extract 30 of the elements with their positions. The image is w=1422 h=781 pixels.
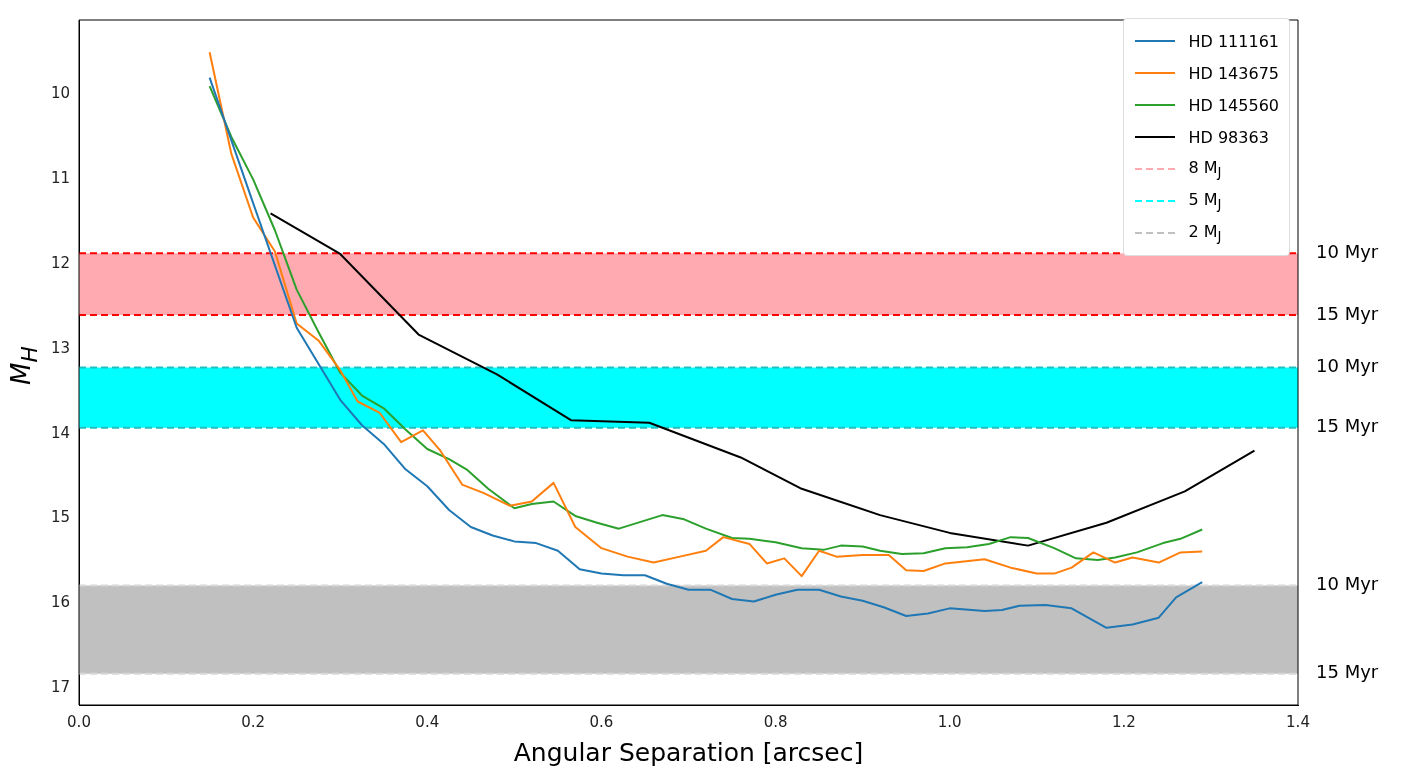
y-tick-label: 12 bbox=[50, 254, 70, 273]
y-tick-label: 16 bbox=[50, 593, 70, 612]
x-tick-label: 0.2 bbox=[241, 712, 266, 731]
ref-line-label: 10 Myr bbox=[1316, 240, 1379, 262]
legend-label: 8 M$_{J}$ bbox=[1188, 157, 1222, 181]
legend-label: HD 145560 bbox=[1188, 95, 1279, 115]
x-tick-label: 0.8 bbox=[763, 712, 788, 731]
ref-line-label: 15 Myr bbox=[1316, 661, 1379, 683]
x-tick-label: 0.0 bbox=[67, 712, 91, 731]
legend-label: 5 M$_{J}$ bbox=[1188, 189, 1222, 213]
x-tick-label: 0.6 bbox=[589, 712, 614, 731]
ref-line-label: 10 Myr bbox=[1316, 573, 1379, 595]
y-tick-label: 11 bbox=[50, 169, 70, 188]
legend-label: 2 M$_{J}$ bbox=[1188, 221, 1222, 245]
ref-line-label: 15 Myr bbox=[1316, 415, 1379, 437]
ref-line-label: 15 Myr bbox=[1316, 302, 1379, 324]
y-tick-label: 17 bbox=[50, 677, 70, 696]
legend-label: HD 143675 bbox=[1188, 63, 1279, 83]
x-tick-label: 1.2 bbox=[1111, 712, 1136, 731]
x-tick-label: 1.0 bbox=[937, 712, 962, 731]
x-axis-title: Angular Separation [arcsec] bbox=[513, 737, 864, 767]
legend-label: HD 98363 bbox=[1188, 127, 1269, 147]
x-tick-label: 0.4 bbox=[415, 712, 440, 731]
y-tick-label: 10 bbox=[50, 84, 70, 103]
y-tick-label: 15 bbox=[50, 508, 70, 527]
x-tick-label: 1.4 bbox=[1286, 712, 1310, 731]
y-tick-label: 14 bbox=[50, 423, 70, 442]
ref-line-label: 10 Myr bbox=[1316, 355, 1379, 377]
legend-label: HD 111161 bbox=[1188, 31, 1279, 51]
y-tick-label: 13 bbox=[50, 338, 70, 357]
